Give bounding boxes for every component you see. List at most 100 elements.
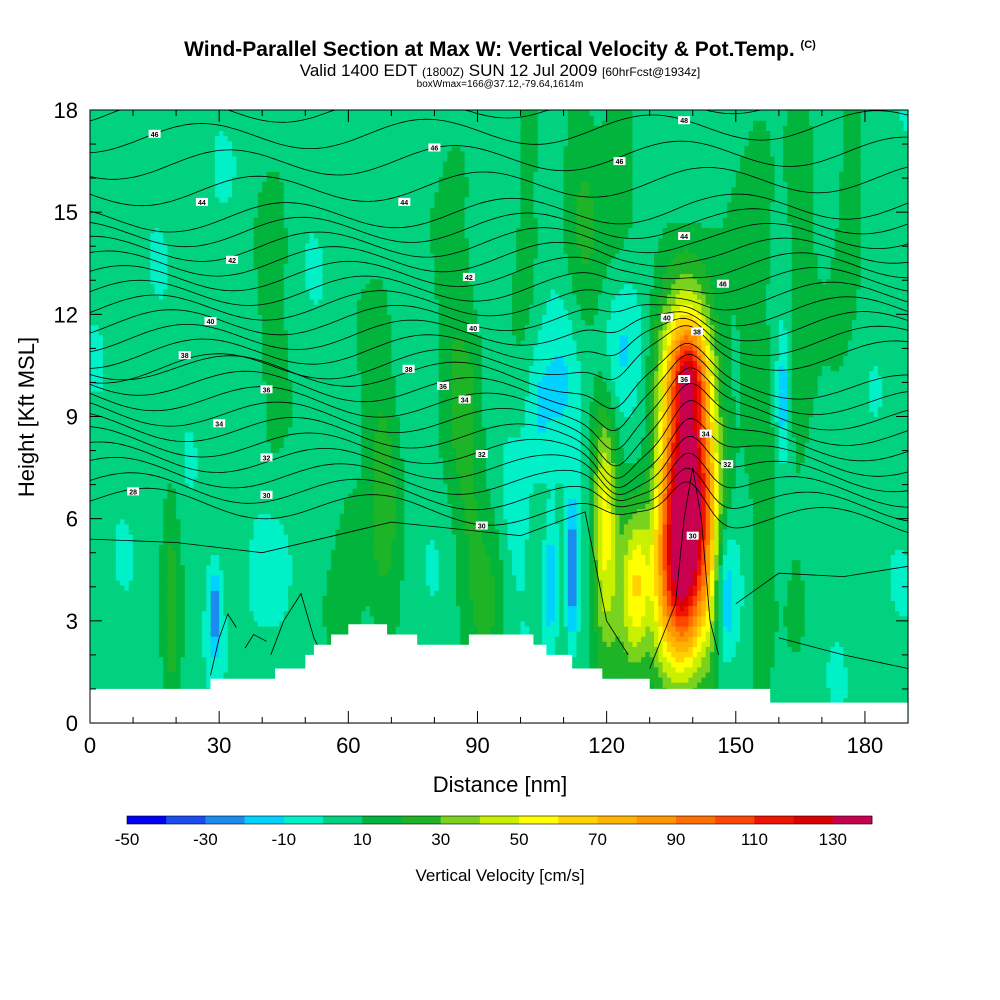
velocity-cell xyxy=(516,600,522,607)
velocity-cell xyxy=(864,651,870,658)
velocity-cell xyxy=(232,651,237,658)
velocity-cell xyxy=(705,666,711,673)
velocity-cell xyxy=(684,605,690,612)
velocity-cell xyxy=(102,666,108,673)
velocity-cell xyxy=(511,610,517,617)
velocity-cell xyxy=(266,615,272,622)
velocity-cell xyxy=(701,671,707,678)
velocity-cell xyxy=(714,682,720,688)
velocity-cell xyxy=(313,641,319,647)
velocity-cell xyxy=(791,600,797,607)
velocity-cell xyxy=(731,636,737,642)
velocity-cell xyxy=(856,692,862,699)
velocity-cell xyxy=(455,641,461,647)
velocity-cell xyxy=(167,631,173,637)
velocity-cell xyxy=(895,625,900,632)
velocity-cell xyxy=(589,615,595,622)
velocity-cell xyxy=(115,631,121,637)
velocity-cell xyxy=(735,656,741,663)
velocity-cell xyxy=(189,625,194,632)
velocity-cell xyxy=(869,600,875,607)
velocity-cell xyxy=(787,697,793,704)
velocity-cell xyxy=(494,620,500,627)
velocity-cell xyxy=(98,631,104,637)
velocity-cell xyxy=(852,677,857,683)
velocity-cell xyxy=(262,610,268,617)
velocity-cell xyxy=(455,631,461,637)
velocity-cell xyxy=(813,656,819,663)
velocity-cell xyxy=(176,682,182,688)
velocity-cell xyxy=(882,692,888,699)
velocity-cell xyxy=(787,610,793,617)
velocity-cell xyxy=(567,595,573,601)
velocity-cell xyxy=(740,625,745,632)
velocity-cell xyxy=(886,595,892,601)
velocity-cell xyxy=(158,595,164,601)
velocity-cell xyxy=(774,636,780,642)
velocity-cell xyxy=(447,610,453,617)
velocity-cell xyxy=(417,605,423,612)
velocity-cell xyxy=(765,620,771,627)
velocity-cell xyxy=(778,641,784,647)
velocity-cell xyxy=(111,600,117,607)
velocity-cell xyxy=(757,682,763,688)
velocity-cell xyxy=(903,677,909,683)
velocity-cell xyxy=(800,595,806,601)
velocity-cell xyxy=(576,615,582,622)
velocity-cell xyxy=(98,595,104,601)
velocity-cell xyxy=(481,590,487,596)
velocity-cell xyxy=(563,651,569,658)
velocity-cell xyxy=(171,636,177,642)
velocity-cell xyxy=(339,590,345,596)
velocity-cell xyxy=(339,631,345,637)
velocity-cell xyxy=(417,590,423,596)
velocity-cell xyxy=(886,590,892,596)
velocity-cell xyxy=(701,661,707,668)
velocity-cell xyxy=(864,687,870,693)
velocity-cell xyxy=(128,625,134,632)
velocity-cell xyxy=(606,620,612,627)
velocity-cell xyxy=(645,671,651,678)
velocity-cell xyxy=(408,620,414,627)
velocity-cell xyxy=(567,625,573,632)
velocity-cell xyxy=(576,641,582,647)
velocity-cell xyxy=(206,666,212,673)
velocity-cell xyxy=(111,646,117,653)
velocity-cell xyxy=(852,641,857,647)
velocity-cell xyxy=(903,661,909,668)
velocity-cell xyxy=(102,636,108,642)
velocity-cell xyxy=(270,620,276,627)
velocity-cell xyxy=(421,620,427,627)
velocity-cell xyxy=(232,661,237,668)
velocity-cell xyxy=(335,600,341,607)
velocity-cell xyxy=(90,615,95,622)
velocity-cell xyxy=(120,620,126,627)
velocity-cell xyxy=(740,631,745,637)
velocity-cell xyxy=(688,620,694,627)
velocity-cell xyxy=(326,610,332,617)
velocity-cell xyxy=(740,590,745,596)
velocity-cell xyxy=(718,636,724,642)
velocity-cell xyxy=(150,671,156,678)
velocity-cell xyxy=(804,671,810,678)
velocity-cell xyxy=(882,620,888,627)
velocity-cell xyxy=(516,625,522,632)
velocity-cell xyxy=(615,646,621,653)
velocity-cell xyxy=(890,595,896,601)
velocity-cell xyxy=(636,605,642,612)
velocity-cell xyxy=(899,677,905,683)
velocity-cell xyxy=(662,677,668,683)
velocity-cell xyxy=(658,666,664,673)
velocity-cell xyxy=(903,682,909,688)
velocity-cell xyxy=(636,651,642,658)
velocity-cell xyxy=(817,646,823,653)
velocity-cell xyxy=(275,656,281,663)
velocity-cell xyxy=(761,610,767,617)
velocity-cell xyxy=(778,666,784,673)
velocity-cell xyxy=(318,610,324,617)
velocity-cell xyxy=(641,595,646,601)
velocity-cell xyxy=(197,682,203,688)
velocity-cell xyxy=(150,605,156,612)
velocity-cell xyxy=(679,671,685,678)
velocity-cell xyxy=(895,692,900,699)
